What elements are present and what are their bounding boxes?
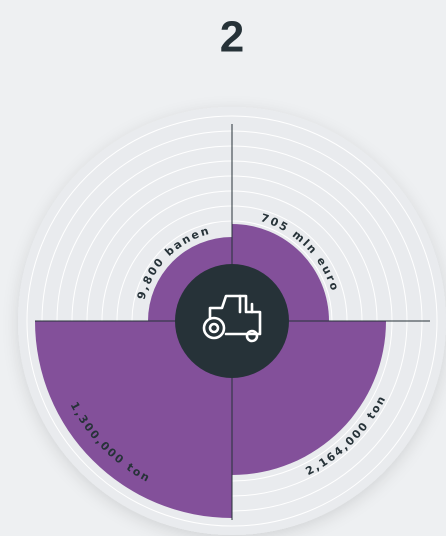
tractor-icon — [202, 294, 262, 343]
ring — [26, 115, 438, 527]
title: 2 — [220, 13, 244, 62]
center-disc — [175, 264, 289, 378]
wedge — [35, 321, 232, 518]
